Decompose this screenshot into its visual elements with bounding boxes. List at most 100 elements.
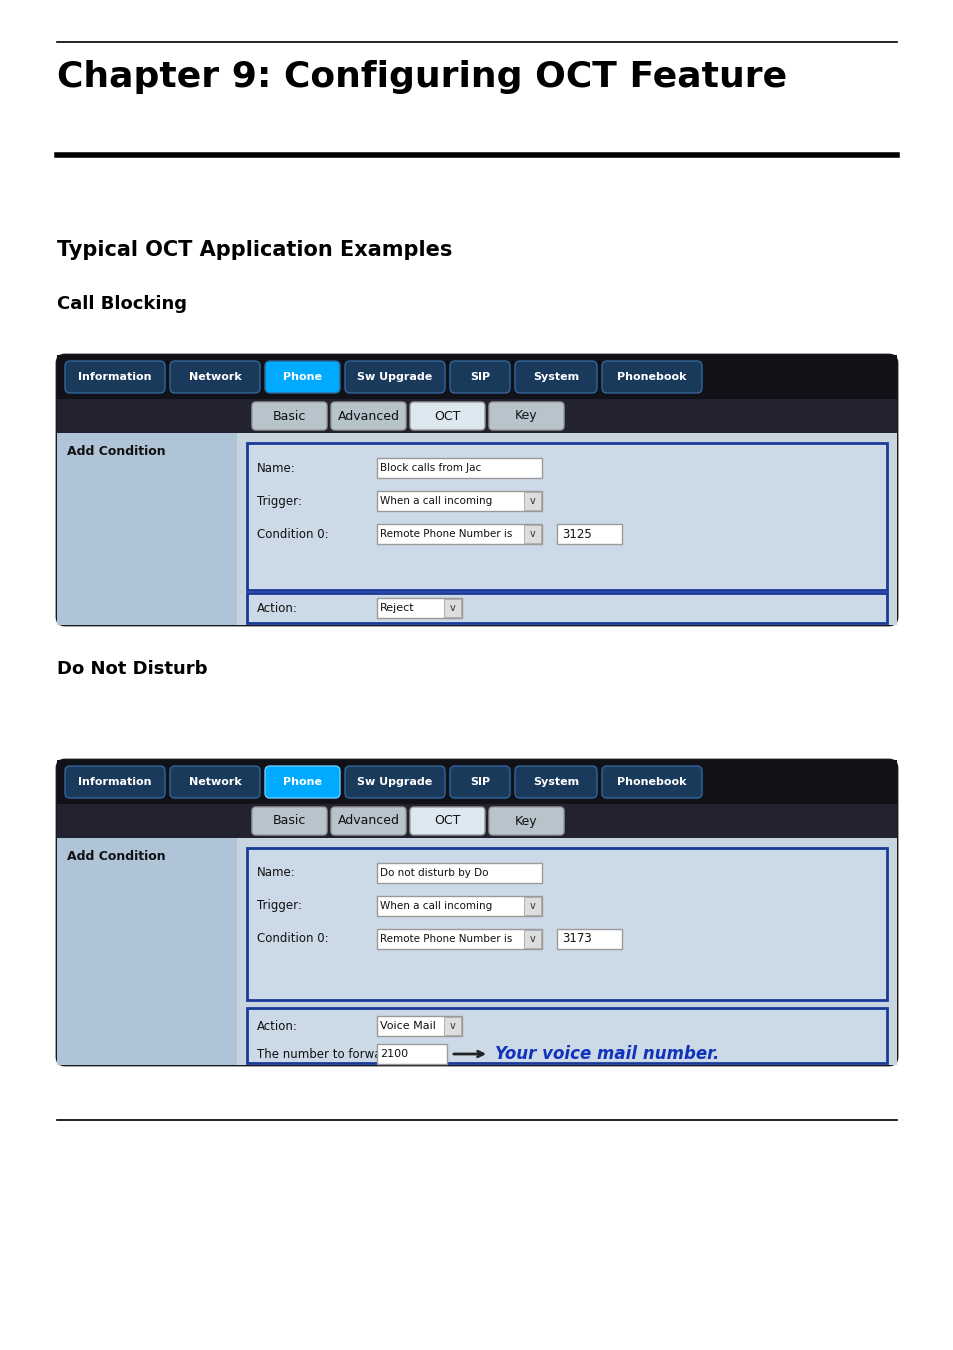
Text: Reject: Reject [379, 603, 415, 613]
Bar [523, 896, 540, 915]
Text: v: v [450, 603, 456, 613]
Text: Chapter 9: Configuring OCT Feature: Chapter 9: Configuring OCT Feature [57, 59, 786, 95]
Bar [376, 491, 541, 512]
Text: Phonebook: Phonebook [617, 778, 686, 787]
FancyBboxPatch shape [65, 765, 165, 798]
Bar [523, 930, 540, 948]
Bar [376, 1017, 461, 1035]
FancyBboxPatch shape [252, 807, 327, 836]
Text: v: v [530, 529, 536, 539]
Text: Basic: Basic [273, 814, 306, 828]
FancyBboxPatch shape [450, 765, 510, 798]
Bar [376, 896, 541, 917]
Bar [247, 593, 886, 622]
FancyBboxPatch shape [345, 765, 444, 798]
Text: Name:: Name: [256, 462, 295, 474]
Bar [523, 525, 540, 543]
FancyBboxPatch shape [170, 765, 260, 798]
Bar [376, 458, 541, 478]
FancyBboxPatch shape [265, 765, 339, 798]
Bar [57, 760, 896, 805]
Text: The number to forward: The number to forward [256, 1048, 394, 1061]
Bar [376, 863, 541, 883]
Bar [247, 1008, 886, 1062]
Text: v: v [530, 900, 536, 911]
FancyBboxPatch shape [265, 360, 339, 393]
FancyBboxPatch shape [515, 360, 597, 393]
Bar [57, 805, 896, 838]
Text: OCT: OCT [434, 814, 460, 828]
FancyBboxPatch shape [331, 402, 406, 431]
Bar [57, 433, 896, 625]
Bar [557, 929, 621, 949]
Text: Advanced: Advanced [337, 814, 399, 828]
Bar [443, 599, 460, 617]
Text: Sw Upgrade: Sw Upgrade [357, 778, 432, 787]
Text: Call Blocking: Call Blocking [57, 296, 187, 313]
Text: v: v [530, 934, 536, 944]
Text: Advanced: Advanced [337, 409, 399, 423]
FancyBboxPatch shape [170, 360, 260, 393]
Bar [523, 491, 540, 510]
FancyBboxPatch shape [410, 807, 484, 836]
FancyBboxPatch shape [489, 402, 563, 431]
Text: Key: Key [515, 814, 537, 828]
FancyBboxPatch shape [601, 765, 701, 798]
Text: 2100: 2100 [379, 1049, 408, 1058]
Text: Name:: Name: [256, 867, 295, 879]
Bar [57, 400, 896, 433]
Text: Phonebook: Phonebook [617, 373, 686, 382]
Text: Key: Key [515, 409, 537, 423]
Text: Voice Mail: Voice Mail [379, 1021, 436, 1031]
Text: Trigger:: Trigger: [256, 899, 301, 913]
Text: Information: Information [78, 373, 152, 382]
Text: Action:: Action: [256, 1019, 297, 1033]
Text: Your voice mail number.: Your voice mail number. [495, 1045, 719, 1062]
FancyBboxPatch shape [65, 360, 165, 393]
Text: Network: Network [189, 778, 241, 787]
Text: Phone: Phone [283, 373, 322, 382]
Text: Do Not Disturb: Do Not Disturb [57, 660, 208, 678]
Text: SIP: SIP [470, 373, 490, 382]
FancyBboxPatch shape [489, 807, 563, 836]
Text: Sw Upgrade: Sw Upgrade [357, 373, 432, 382]
Text: SIP: SIP [470, 778, 490, 787]
Text: 3125: 3125 [561, 528, 591, 540]
FancyBboxPatch shape [410, 402, 484, 431]
Bar [376, 929, 541, 949]
Text: Basic: Basic [273, 409, 306, 423]
FancyBboxPatch shape [515, 765, 597, 798]
Text: Phone: Phone [283, 778, 322, 787]
Text: Condition 0:: Condition 0: [256, 933, 328, 945]
Text: System: System [533, 778, 578, 787]
Bar [443, 1017, 460, 1035]
Bar [57, 838, 236, 1065]
Bar [376, 598, 461, 618]
Text: When a call incoming: When a call incoming [379, 495, 492, 506]
Text: Remote Phone Number is: Remote Phone Number is [379, 529, 512, 539]
Bar [247, 848, 886, 1000]
Text: OCT: OCT [434, 409, 460, 423]
Bar [57, 433, 236, 625]
Bar [57, 355, 896, 400]
Text: v: v [530, 495, 536, 506]
Text: 3173: 3173 [561, 933, 591, 945]
FancyBboxPatch shape [252, 402, 327, 431]
Bar [557, 524, 621, 544]
Bar [376, 1044, 447, 1064]
Text: Do not disturb by Do: Do not disturb by Do [379, 868, 488, 878]
Bar [247, 443, 886, 590]
FancyBboxPatch shape [601, 360, 701, 393]
FancyBboxPatch shape [57, 355, 896, 625]
Text: System: System [533, 373, 578, 382]
Text: Condition 0:: Condition 0: [256, 528, 328, 540]
Text: Typical OCT Application Examples: Typical OCT Application Examples [57, 240, 452, 261]
Text: Information: Information [78, 778, 152, 787]
Text: Remote Phone Number is: Remote Phone Number is [379, 934, 512, 944]
Text: Add Condition: Add Condition [67, 850, 166, 863]
Text: Network: Network [189, 373, 241, 382]
Text: v: v [450, 1021, 456, 1031]
FancyBboxPatch shape [450, 360, 510, 393]
Text: When a call incoming: When a call incoming [379, 900, 492, 911]
Text: Trigger:: Trigger: [256, 494, 301, 508]
